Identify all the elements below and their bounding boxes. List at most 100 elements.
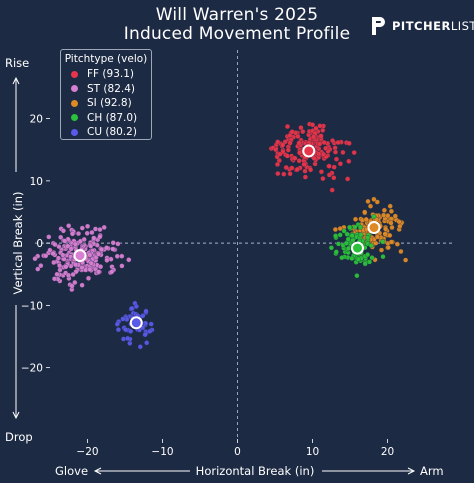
y-axis-label: Vertical Break (in) [11, 191, 25, 295]
data-point-ff [275, 139, 281, 145]
mean-marker-ch [351, 241, 364, 255]
data-point-ff [346, 158, 352, 164]
data-point-si [381, 212, 387, 218]
legend-item-st: ST (82.4) [61, 82, 151, 97]
data-point-cu [137, 344, 143, 350]
data-point-si [365, 198, 371, 204]
data-point-ch [352, 224, 358, 230]
data-point-ff [333, 156, 340, 162]
data-point-ch [345, 236, 351, 242]
data-point-ff [330, 138, 336, 144]
data-point-st [63, 264, 69, 270]
legend-marker-st [71, 85, 78, 93]
data-point-ch [347, 224, 353, 230]
data-point-st [60, 228, 66, 234]
x-tick-label: −20 [76, 446, 98, 458]
data-point-ff [289, 129, 295, 135]
data-point-st [58, 234, 64, 240]
data-point-ff [302, 174, 308, 180]
data-point-ff [274, 161, 281, 167]
x-tick-label: 20 [381, 446, 394, 458]
data-point-cu [143, 308, 149, 314]
rise-arrow-head [12, 76, 20, 85]
data-point-st [72, 241, 78, 247]
data-point-st [97, 234, 103, 240]
data-point-st [50, 251, 56, 257]
data-point-ff [308, 167, 314, 173]
legend-item-si: SI (92.8) [61, 96, 151, 111]
data-point-st [119, 253, 125, 259]
data-point-si [363, 216, 369, 222]
data-point-si [385, 244, 391, 251]
x-tick-label: 10 [306, 446, 319, 458]
data-point-ch [362, 261, 368, 267]
data-point-st [89, 229, 95, 236]
data-point-si [362, 209, 368, 215]
data-point-st [79, 225, 85, 231]
data-point-cu [133, 303, 139, 309]
data-point-st [62, 238, 68, 244]
y-tick-label: −10 [21, 300, 43, 312]
drop-arrow-head [12, 411, 20, 420]
data-point-cu [140, 313, 146, 319]
data-point-ff [318, 169, 324, 175]
data-point-ch [339, 255, 345, 261]
legend-label-cu: CU (80.2) [87, 126, 137, 139]
data-point-st [70, 271, 76, 278]
glove-label: Glove [55, 464, 89, 478]
legend-marker-ch [71, 114, 78, 122]
data-point-si [383, 226, 389, 232]
data-point-st [46, 234, 52, 240]
data-point-st [54, 271, 60, 277]
chart-title-line2: Induced Movement Profile [123, 24, 351, 44]
data-point-ff [311, 155, 317, 161]
data-point-ch [333, 233, 339, 239]
data-point-st [51, 259, 57, 266]
data-point-si [378, 247, 385, 253]
data-point-st [79, 264, 85, 271]
data-point-ff [316, 151, 322, 157]
data-point-ff [335, 139, 341, 146]
data-point-st [65, 272, 72, 278]
y-tick-label: −20 [21, 363, 43, 375]
data-point-ff [281, 171, 287, 177]
data-point-st [43, 253, 49, 259]
legend-label-ff: FF (93.1) [87, 68, 134, 81]
data-point-st [72, 279, 78, 286]
data-point-st [115, 241, 121, 247]
data-point-st [57, 263, 63, 269]
data-point-si [389, 224, 395, 231]
data-point-si [352, 216, 359, 222]
mean-marker-si [367, 221, 381, 235]
series-ff [268, 121, 357, 193]
data-point-st [69, 231, 75, 237]
legend-title: Pitchtype (velo) [64, 53, 148, 65]
data-point-st [88, 243, 94, 249]
legend-label-ch: CH (87.0) [87, 111, 138, 124]
drop-label: Drop [5, 430, 33, 444]
data-point-cu [114, 321, 120, 327]
data-point-ff [320, 176, 326, 182]
data-point-ff [326, 172, 332, 178]
data-point-si [396, 219, 402, 225]
pitcherlist-logo: PITCHERLIST [370, 15, 474, 37]
data-point-ff [323, 145, 329, 151]
arm-arrow-head [407, 467, 416, 475]
data-point-ch [354, 273, 360, 279]
legend-label-si: SI (92.8) [87, 97, 132, 110]
data-point-si [403, 257, 409, 263]
data-point-st [110, 246, 116, 252]
data-point-ch [333, 249, 339, 255]
data-point-cu [128, 328, 134, 334]
data-point-cu [115, 327, 121, 333]
data-point-si [388, 239, 394, 245]
data-point-st [98, 264, 104, 270]
data-point-ff [311, 134, 317, 140]
data-point-st [104, 257, 110, 263]
data-point-st [85, 223, 91, 229]
data-point-ff [326, 163, 332, 169]
data-point-ch [365, 235, 371, 241]
y-tick-label: 0 [36, 238, 43, 250]
data-point-cu [148, 321, 154, 327]
